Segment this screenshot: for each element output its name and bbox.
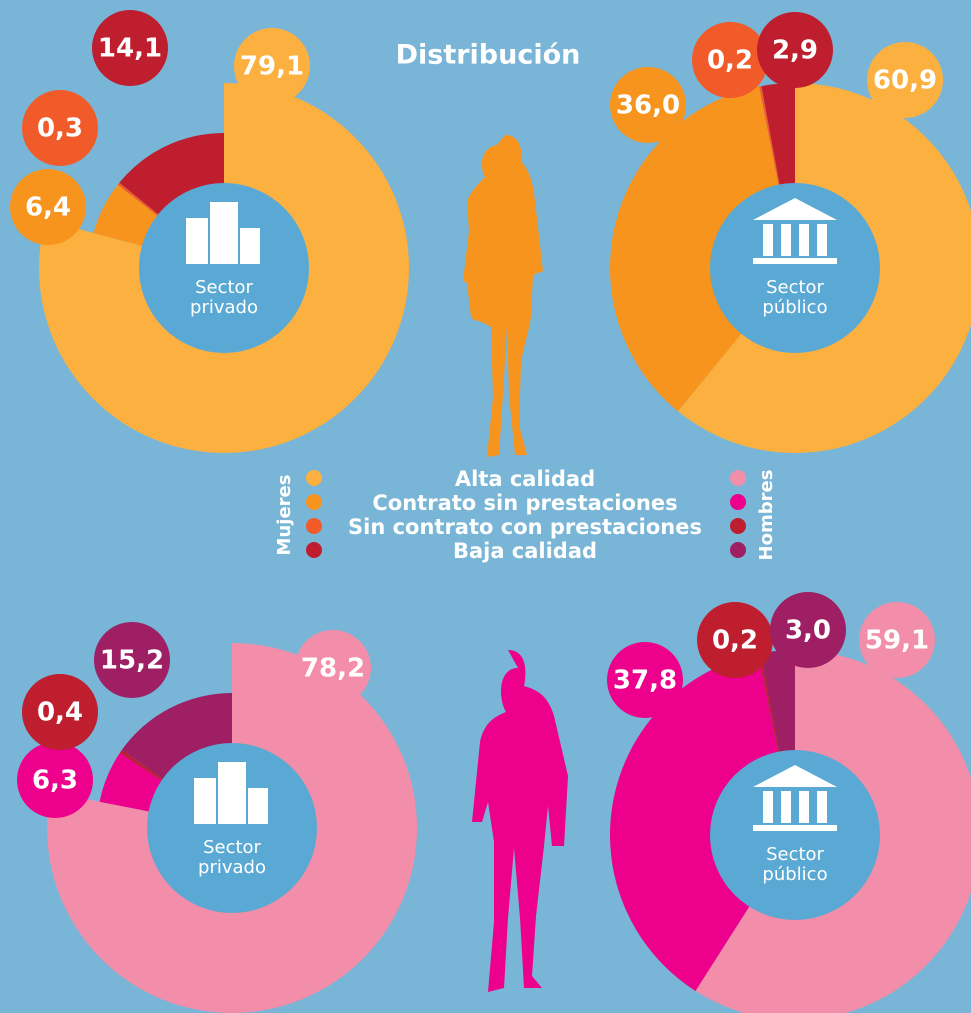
legend-label: Contrato sin prestaciones (372, 491, 677, 515)
value-label: 15,2 (100, 646, 164, 676)
title: Distribución (396, 40, 581, 71)
legend-dot (306, 470, 322, 486)
value-label: 78,2 (301, 654, 365, 684)
icon-part (799, 224, 809, 256)
legend-dot (730, 518, 746, 534)
icon-part (817, 791, 827, 823)
value-label: 0,2 (712, 626, 758, 656)
value-label: 6,4 (25, 193, 71, 223)
center-label: Sector (766, 844, 824, 865)
center-label: Sector (766, 277, 824, 298)
value-label: 59,1 (865, 626, 929, 656)
legend-dot (306, 518, 322, 534)
legend-dot (730, 470, 746, 486)
legend-group-label: Mujeres (274, 475, 295, 556)
icon-part (753, 258, 837, 264)
legend-dot (730, 542, 746, 558)
value-label: 0,4 (37, 698, 83, 728)
icon-part (799, 791, 809, 823)
value-label: 36,0 (616, 91, 680, 121)
center-label: privado (198, 857, 266, 878)
value-label: 14,1 (98, 34, 162, 64)
icon-part (781, 791, 791, 823)
icon-part (248, 788, 268, 824)
value-label: 0,2 (707, 46, 753, 76)
icon-part (218, 762, 246, 824)
value-label: 37,8 (613, 666, 677, 696)
legend-label: Baja calidad (453, 539, 597, 563)
icon-part (210, 202, 238, 264)
value-label: 3,0 (785, 616, 831, 646)
value-label: 0,3 (37, 114, 83, 144)
legend-group-label: Hombres (756, 470, 777, 561)
center-label: público (762, 297, 827, 318)
legend-dot (306, 542, 322, 558)
value-label: 6,3 (32, 766, 78, 796)
center-label: Sector (195, 277, 253, 298)
center-label: público (762, 864, 827, 885)
icon-part (186, 218, 208, 264)
icon-part (194, 778, 216, 824)
center-label: privado (190, 297, 258, 318)
legend-dot (306, 494, 322, 510)
legend-label: Sin contrato con prestaciones (348, 515, 702, 539)
infographic: Sectorprivado79,16,40,314,1Sectorpúblico… (0, 0, 971, 1013)
legend-dot (730, 494, 746, 510)
icon-part (763, 224, 773, 256)
legend-label: Alta calidad (455, 467, 595, 491)
value-label: 2,9 (772, 36, 818, 66)
icon-part (240, 228, 260, 264)
icon-part (763, 791, 773, 823)
icon-part (817, 224, 827, 256)
icon-part (781, 224, 791, 256)
icon-part (753, 825, 837, 831)
center-label: Sector (203, 837, 261, 858)
value-label: 60,9 (873, 66, 937, 96)
value-label: 79,1 (240, 52, 304, 82)
